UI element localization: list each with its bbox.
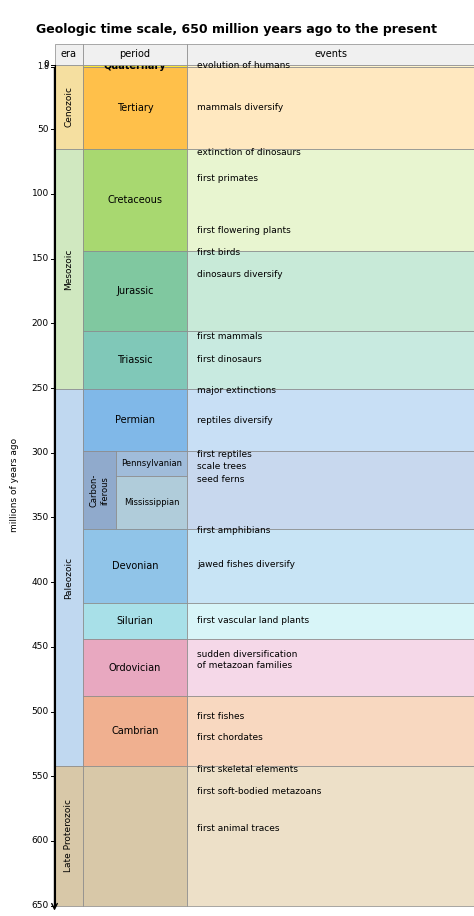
Text: first flowering plants: first flowering plants — [197, 225, 291, 234]
Bar — [55, 148, 83, 389]
Text: extinction of dinosaurs: extinction of dinosaurs — [197, 148, 301, 157]
Text: 650: 650 — [32, 901, 49, 911]
Text: Tertiary: Tertiary — [117, 103, 154, 113]
Text: Jurassic: Jurassic — [116, 286, 154, 296]
Text: 250: 250 — [32, 384, 49, 393]
Bar — [83, 148, 187, 251]
Text: first chordates: first chordates — [197, 733, 263, 742]
Text: Mississippian: Mississippian — [124, 498, 180, 507]
Text: 1.8: 1.8 — [37, 62, 49, 71]
Bar — [187, 64, 474, 67]
Bar — [187, 148, 474, 251]
Bar — [83, 696, 187, 766]
Bar — [187, 452, 474, 529]
Bar — [187, 529, 474, 603]
Text: first skeletal elements: first skeletal elements — [197, 765, 298, 774]
Text: jawed fishes diversify: jawed fishes diversify — [197, 560, 295, 569]
Bar — [187, 766, 474, 906]
Text: first vascular land plants: first vascular land plants — [197, 616, 309, 626]
Text: first reptiles: first reptiles — [197, 450, 252, 459]
Bar — [187, 44, 474, 64]
Bar — [187, 603, 474, 639]
Bar — [187, 639, 474, 696]
Bar — [55, 766, 83, 906]
Bar — [83, 251, 187, 331]
Text: Pennsylvanian: Pennsylvanian — [121, 459, 182, 468]
Bar — [187, 696, 474, 766]
Text: Silurian: Silurian — [117, 616, 154, 626]
Text: events: events — [314, 49, 347, 60]
Text: first dinosaurs: first dinosaurs — [197, 355, 261, 364]
Text: Late Proterozoic: Late Proterozoic — [64, 800, 73, 872]
Bar — [116, 452, 187, 476]
Bar — [55, 389, 83, 766]
Text: 100: 100 — [32, 190, 49, 199]
Text: Devonian: Devonian — [112, 561, 158, 571]
Bar — [83, 64, 187, 67]
Bar — [83, 389, 187, 452]
Text: Quaternary: Quaternary — [104, 60, 166, 71]
Text: first animal traces: first animal traces — [197, 823, 279, 833]
Text: 350: 350 — [32, 513, 49, 522]
Text: 300: 300 — [32, 448, 49, 457]
Text: Cretaceous: Cretaceous — [108, 195, 163, 205]
Text: first fishes: first fishes — [197, 713, 244, 721]
Text: 150: 150 — [32, 254, 49, 263]
Text: reptiles diversify: reptiles diversify — [197, 416, 273, 425]
Text: period: period — [119, 49, 151, 60]
Text: 500: 500 — [32, 707, 49, 716]
Text: Cenozoic: Cenozoic — [64, 86, 73, 127]
Text: sudden diversification
of metazoan families: sudden diversification of metazoan famil… — [197, 649, 297, 670]
Bar — [187, 251, 474, 331]
Text: first mammals: first mammals — [197, 332, 262, 341]
Text: Paleozoic: Paleozoic — [64, 557, 73, 599]
Text: 50: 50 — [37, 125, 49, 134]
Text: 0: 0 — [43, 60, 49, 69]
Bar — [187, 67, 474, 148]
Text: first amphibians: first amphibians — [197, 526, 270, 535]
Text: first birds: first birds — [197, 247, 240, 256]
Text: first primates: first primates — [197, 174, 258, 183]
Text: Cambrian: Cambrian — [111, 726, 159, 736]
Text: 400: 400 — [32, 578, 49, 586]
Text: Carbon-
iferous: Carbon- iferous — [90, 474, 109, 507]
Bar — [187, 331, 474, 389]
Bar — [55, 44, 83, 64]
Text: seed ferns: seed ferns — [197, 475, 244, 485]
Bar — [83, 452, 116, 529]
Bar — [83, 67, 187, 148]
Text: dinosaurs diversify: dinosaurs diversify — [197, 269, 283, 278]
Bar — [116, 476, 187, 529]
Bar — [187, 389, 474, 452]
Text: Geologic time scale, 650 million years ago to the present: Geologic time scale, 650 million years a… — [36, 23, 438, 36]
Bar — [83, 639, 187, 696]
Text: era: era — [61, 49, 77, 60]
Bar — [55, 64, 83, 148]
Text: Permian: Permian — [115, 415, 155, 425]
Text: millions of years ago: millions of years ago — [10, 438, 18, 532]
Text: 450: 450 — [32, 642, 49, 651]
Text: mammals diversify: mammals diversify — [197, 103, 283, 112]
Text: 550: 550 — [32, 772, 49, 780]
Bar — [83, 529, 187, 603]
Text: 600: 600 — [32, 836, 49, 845]
Text: major extinctions: major extinctions — [197, 387, 276, 395]
Text: scale trees: scale trees — [197, 463, 246, 472]
Text: Ordovician: Ordovician — [109, 662, 161, 672]
Text: Triassic: Triassic — [117, 355, 153, 365]
Bar — [83, 44, 187, 64]
Text: Mesozoic: Mesozoic — [64, 248, 73, 289]
Text: 200: 200 — [32, 319, 49, 328]
Bar — [83, 766, 187, 906]
Bar — [83, 331, 187, 389]
Text: evolution of humans: evolution of humans — [197, 61, 290, 71]
Bar — [83, 603, 187, 639]
Text: first soft-bodied metazoans: first soft-bodied metazoans — [197, 787, 321, 796]
